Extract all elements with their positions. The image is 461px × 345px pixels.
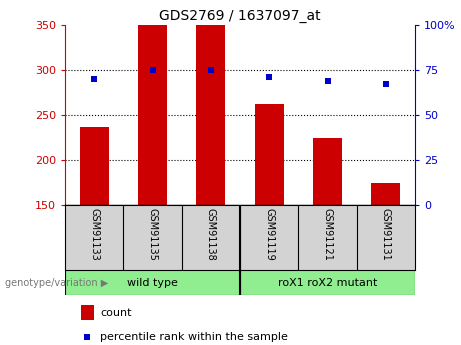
Text: GSM91133: GSM91133	[89, 208, 99, 261]
Text: GSM91138: GSM91138	[206, 208, 216, 261]
Bar	[240, 270, 415, 295]
Bar	[80, 127, 109, 205]
Text: roX1 roX2 mutant: roX1 roX2 mutant	[278, 277, 377, 287]
Bar	[254, 104, 284, 205]
Bar	[196, 25, 225, 205]
Text: count: count	[100, 308, 131, 318]
Bar	[138, 25, 167, 205]
Text: GSM91131: GSM91131	[381, 208, 391, 261]
Text: GSM91121: GSM91121	[323, 208, 332, 261]
Title: GDS2769 / 1637097_at: GDS2769 / 1637097_at	[159, 9, 321, 22]
Text: genotype/variation ▶: genotype/variation ▶	[5, 277, 108, 287]
Bar	[81, 305, 94, 320]
Text: wild type: wild type	[127, 277, 178, 287]
Bar	[65, 270, 240, 295]
Text: percentile rank within the sample: percentile rank within the sample	[100, 332, 288, 342]
Bar	[313, 138, 342, 205]
Bar	[371, 183, 401, 205]
Text: GSM91119: GSM91119	[264, 208, 274, 261]
Text: GSM91135: GSM91135	[148, 208, 158, 261]
